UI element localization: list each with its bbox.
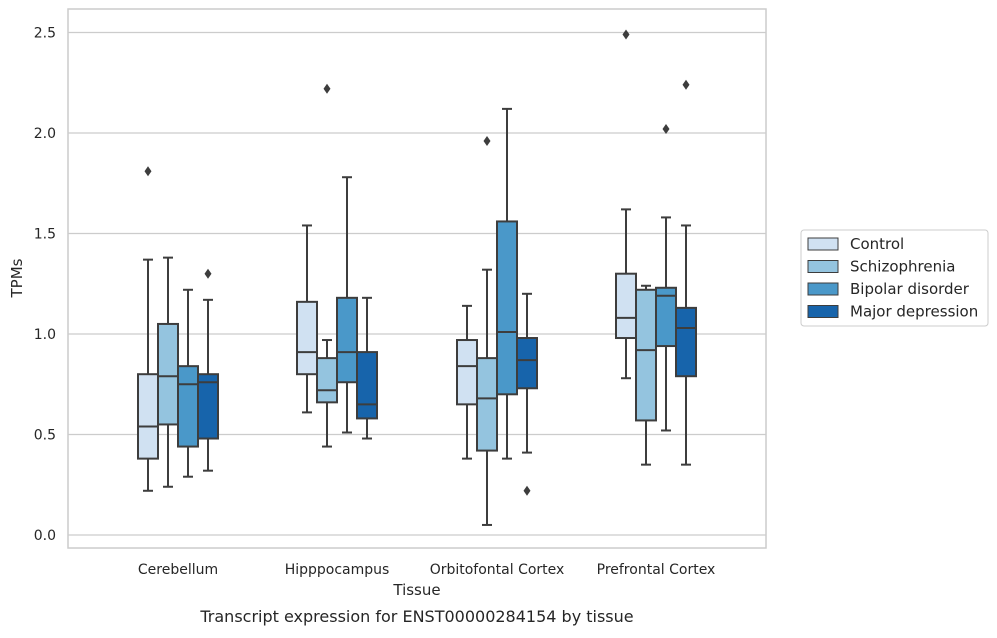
outlier-point <box>682 79 690 90</box>
x-tick-label: Hipppocampus <box>285 562 390 578</box>
y-tick-label: 2.5 <box>34 26 56 42</box>
series-group <box>157 83 657 526</box>
legend-label: Major depression <box>850 303 978 321</box>
outlier-point <box>323 83 331 94</box>
outlier-point <box>483 136 491 147</box>
outlier-point <box>662 123 670 134</box>
legend-swatch <box>807 237 839 251</box>
outlier-point <box>144 166 152 177</box>
box-plot-series <box>137 29 697 526</box>
legend-label: Control <box>850 235 904 253</box>
y-axis-label: TPMs <box>8 258 26 298</box>
box <box>177 365 199 448</box>
outlier-point <box>622 29 630 40</box>
box <box>635 288 657 422</box>
outlier-point <box>523 485 531 496</box>
y-tick-label: 2.0 <box>34 126 56 142</box>
box <box>356 351 378 420</box>
box <box>296 300 318 376</box>
box <box>157 322 179 426</box>
y-tick-label: 1.5 <box>34 227 56 243</box>
legend-swatch <box>807 260 839 273</box>
x-tick-label: Orbitofontal Cortex <box>430 562 565 578</box>
x-tick-label: Prefrontal Cortex <box>597 562 716 578</box>
series-group <box>177 107 677 478</box>
legend-swatch <box>807 305 839 318</box>
y-tick-label: 1.0 <box>34 327 56 343</box>
box <box>197 373 219 440</box>
box <box>456 339 478 406</box>
gridlines <box>68 31 766 536</box>
x-axis-label: Tissue <box>392 581 440 599</box>
y-axis-ticks: 0.0 0.5 1.0 1.5 2.0 2.5 <box>34 26 56 545</box>
plot-frame <box>67 8 767 549</box>
box <box>675 306 697 378</box>
x-tick-label: Cerebellum <box>138 562 218 578</box>
y-tick-label: 0.0 <box>34 528 56 544</box>
box <box>476 357 498 452</box>
box <box>516 337 538 390</box>
box <box>336 296 358 384</box>
legend-frame <box>800 229 989 327</box>
legend-swatch <box>807 282 839 296</box>
box <box>137 373 159 460</box>
series-group <box>197 79 697 496</box>
box <box>615 272 637 340</box>
figure-caption: Transcript expression for ENST0000028415… <box>199 607 633 626</box>
legend: Control Schizophrenia Bipolar disorder Majo… <box>800 229 989 327</box>
box <box>316 357 338 404</box>
y-tick-label: 0.5 <box>34 428 56 444</box>
legend-label: Schizophrenia <box>850 258 955 276</box>
legend-label: Bipolar disorder <box>850 280 970 298</box>
box <box>496 220 518 396</box>
outlier-point <box>204 268 212 279</box>
x-axis-ticks: Cerebellum Hipppocampus Orbitofontal Corte… <box>138 562 715 578</box>
